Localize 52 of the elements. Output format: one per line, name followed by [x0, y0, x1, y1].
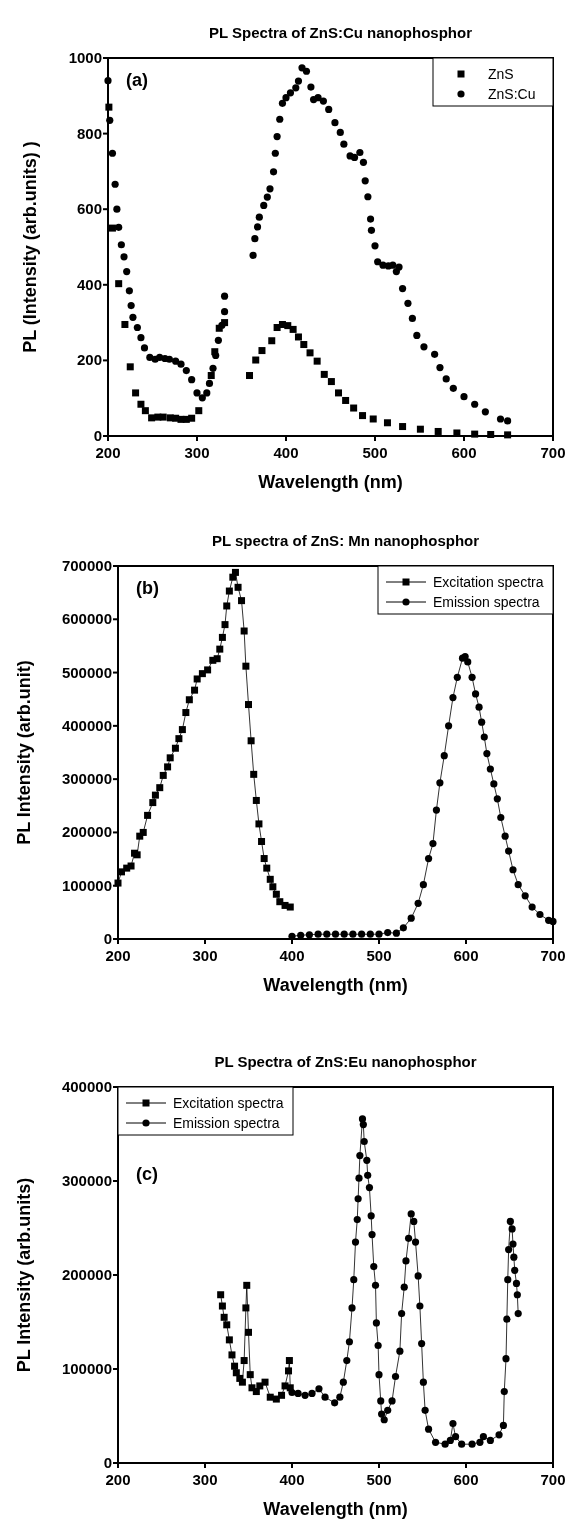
x-tick-label: 700 — [540, 444, 566, 461]
y-tick-label: 200000 — [61, 1266, 112, 1283]
x-tick-label: 400 — [279, 1471, 305, 1488]
y-tick-label: 500000 — [61, 663, 112, 681]
y-tick-label: 100000 — [61, 876, 112, 894]
y-tick-label: 600000 — [61, 610, 112, 628]
legend-label: Emission spectra — [433, 594, 540, 610]
annotation: (a) — [126, 70, 148, 90]
x-tick-label: 400 — [279, 947, 305, 964]
chart-title: PL Spectra of ZnS:Eu nanophosphor — [214, 1053, 477, 1070]
x-tick-label: 500 — [366, 947, 392, 964]
y-tick-label: 400 — [76, 275, 102, 293]
x-tick-label: 600 — [453, 1471, 479, 1488]
y-axis-title: PL Intensity (arb.units) — [14, 1177, 34, 1373]
y-tick-label: 100000 — [61, 1360, 112, 1377]
y-tick-label: 400000 — [61, 1078, 112, 1095]
y-tick-label: 300000 — [61, 770, 112, 788]
legend-label: ZnS:Cu — [488, 86, 536, 102]
x-tick-label: 400 — [273, 444, 299, 461]
y-tick-label: 1000 — [68, 49, 102, 66]
x-tick-label: 700 — [540, 947, 566, 964]
y-tick-label: 300000 — [61, 1172, 112, 1189]
y-tick-label: 800 — [76, 124, 102, 142]
x-tick-label: 600 — [453, 947, 479, 964]
x-tick-label: 700 — [540, 1471, 566, 1488]
legend-label: ZnS — [488, 66, 514, 82]
y-tick-label: 400000 — [61, 716, 112, 734]
annotation: (b) — [136, 578, 159, 598]
y-tick-label: 0 — [103, 930, 112, 947]
x-axis-title: Wavelength (nm) — [263, 975, 408, 995]
y-tick-label: 600 — [76, 200, 102, 218]
y-axis-title: PL (Intensity (arb.units) ) — [20, 141, 40, 353]
y-tick-label: 200 — [76, 351, 102, 369]
x-axis-title: Wavelength (nm) — [263, 1499, 408, 1519]
legend-label: Excitation spectra — [433, 574, 544, 590]
y-tick-label: 200000 — [61, 823, 112, 841]
x-tick-label: 600 — [451, 444, 477, 461]
y-tick-label: 0 — [103, 1454, 112, 1471]
x-tick-label: 300 — [192, 947, 218, 964]
y-axis-title: PL Intensity (arb.unit) — [14, 660, 34, 845]
chart-title: PL spectra of ZnS: Mn nanophosphor — [211, 532, 480, 549]
annotation: (c) — [136, 1164, 158, 1184]
y-tick-label: 0 — [93, 427, 102, 444]
chart-title: PL Spectra of ZnS:Cu nanophosphor — [208, 24, 473, 41]
y-tick-label: 700000 — [61, 557, 112, 574]
legend-label: Excitation spectra — [173, 1095, 284, 1111]
legend-label: Emission spectra — [173, 1115, 280, 1131]
x-axis-title: Wavelength (nm) — [258, 472, 403, 492]
x-tick-label: 300 — [184, 444, 210, 461]
x-tick-label: 500 — [366, 1471, 392, 1488]
x-tick-label: 300 — [192, 1471, 218, 1488]
x-tick-label: 500 — [362, 444, 388, 461]
